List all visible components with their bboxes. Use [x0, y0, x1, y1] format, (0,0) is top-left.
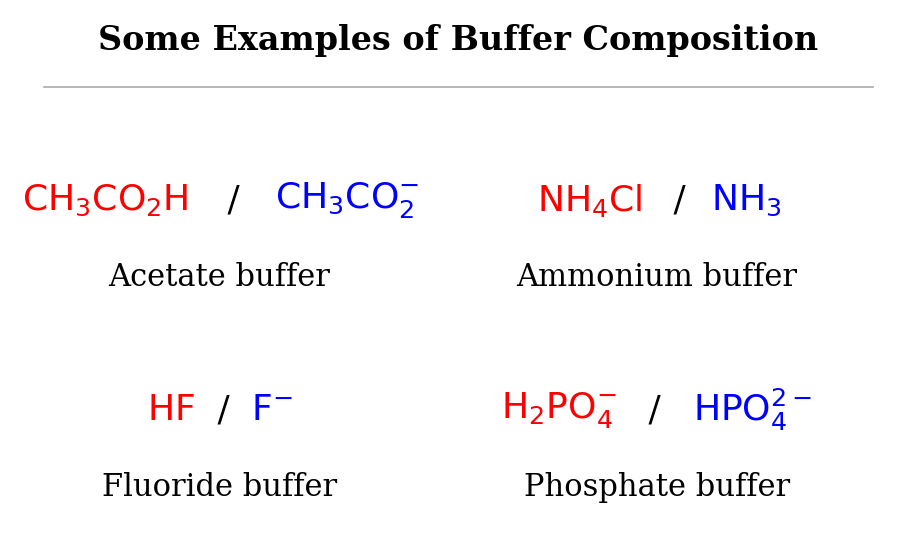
- Text: /: /: [206, 393, 241, 427]
- Text: $\mathrm{CH_3CO_2H}$: $\mathrm{CH_3CO_2H}$: [22, 183, 189, 218]
- Text: $\mathrm{F^{-}}$: $\mathrm{F^{-}}$: [251, 393, 293, 427]
- Text: $\mathrm{HF}$: $\mathrm{HF}$: [147, 393, 195, 427]
- Text: Fluoride buffer: Fluoride buffer: [102, 472, 337, 503]
- Text: $\mathrm{H_2PO_4^{-}}$: $\mathrm{H_2PO_4^{-}}$: [501, 390, 616, 430]
- Text: $\mathrm{NH_4Cl}$: $\mathrm{NH_4Cl}$: [537, 181, 642, 219]
- Text: Phosphate buffer: Phosphate buffer: [524, 472, 790, 503]
- Text: $\mathrm{HPO_4^{2-}}$: $\mathrm{HPO_4^{2-}}$: [693, 387, 812, 433]
- Text: /: /: [661, 183, 697, 217]
- Text: Some Examples of Buffer Composition: Some Examples of Buffer Composition: [99, 23, 819, 57]
- Text: $\mathrm{NH_3}$: $\mathrm{NH_3}$: [711, 183, 781, 218]
- Text: /: /: [216, 183, 251, 217]
- Text: Ammonium buffer: Ammonium buffer: [517, 262, 798, 293]
- Text: Acetate buffer: Acetate buffer: [109, 262, 331, 293]
- Text: /: /: [638, 393, 672, 427]
- Text: $\mathrm{CH_3CO_2^{-}}$: $\mathrm{CH_3CO_2^{-}}$: [276, 180, 420, 220]
